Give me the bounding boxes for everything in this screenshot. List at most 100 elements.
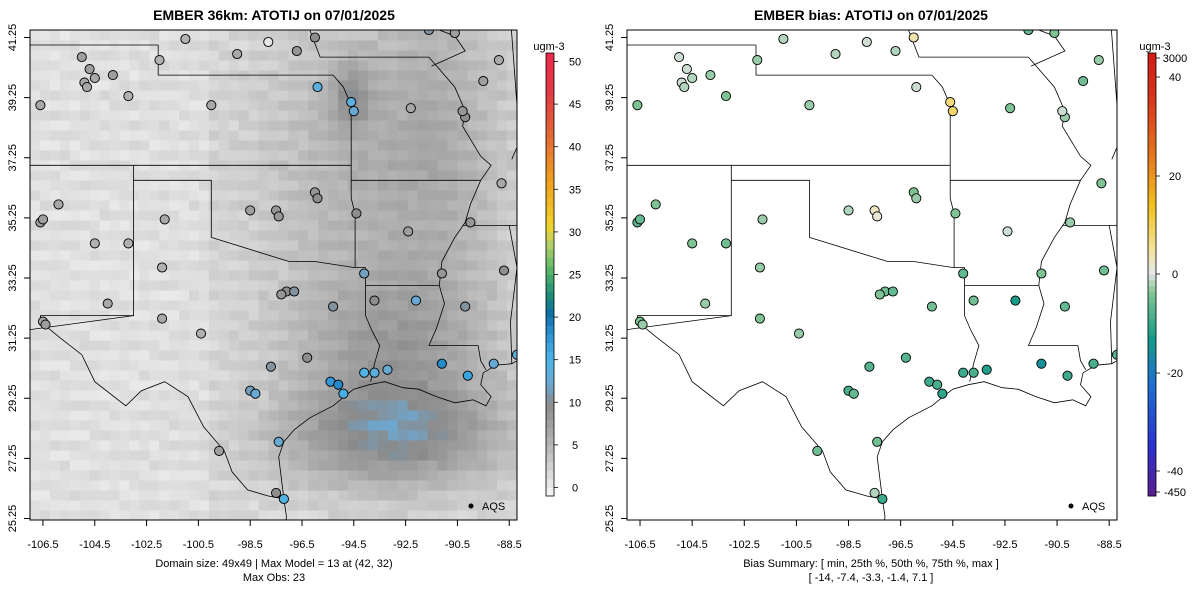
grid-cell [129,430,140,441]
grid-cell [268,260,279,271]
grid-cell [467,50,478,61]
grid-cell [467,460,478,471]
grid-cell [139,360,150,371]
grid-cell [427,150,438,161]
grid-cell [189,490,200,501]
grid-cell [377,510,389,520]
grid-cell [199,240,210,251]
grid-cell [318,320,329,331]
grid-cell [338,300,349,311]
grid-cell [437,310,448,321]
grid-cell [447,270,458,281]
grid-cell [149,110,160,121]
grid-cell [467,70,478,81]
grid-cell [407,350,419,361]
grid-cell [69,140,81,151]
grid-cell [288,360,299,371]
grid-cell [367,140,379,151]
grid-cell [457,320,468,331]
grid-cell [397,110,409,121]
grid-cell [477,510,488,520]
grid-cell [377,440,389,451]
colorbar-swatch [546,61,554,71]
grid-cell [218,270,230,281]
grid-cell [308,260,319,271]
site-marker [271,487,282,498]
boundary-line [1028,180,1081,346]
grid-cell [288,80,299,91]
grid-cell [179,470,190,481]
colorbar-swatch [1148,335,1156,342]
grid-cell [467,320,478,331]
grid-cell [39,500,51,511]
grid-cell [417,300,428,311]
grid-cell [169,420,180,431]
grid-cell [268,200,279,211]
grid-cell [497,200,508,211]
grid-cell [427,130,438,141]
grid-cell [338,120,349,131]
colorbar-swatch [1148,235,1156,242]
colorbar-swatch [1148,53,1156,59]
grid-cell [447,290,458,301]
grid-cell [59,430,71,441]
grid-cell [477,490,488,501]
site-marker [926,301,937,312]
grid-cell [199,490,210,501]
grid-cell [238,400,250,411]
grid-cell [189,300,200,311]
grid-cell [30,270,41,281]
grid-cell [258,380,269,391]
colorbar-swatch [546,317,554,326]
grid-cell [79,360,91,371]
grid-cell [467,380,478,391]
grid-cell [99,360,110,371]
site-marker [423,30,434,36]
grid-cell [308,200,319,211]
grid-cell [89,170,100,181]
boundary-line [627,315,732,331]
grid-cell [268,110,279,121]
grid-cell [407,110,419,121]
grid-cell [358,30,369,41]
grid-cell [507,490,517,501]
grid-cell [427,320,438,331]
grid-cell [199,420,210,431]
grid-cell [407,470,419,481]
grid-cell [487,310,498,321]
grid-cell [367,110,379,121]
grid-cell [497,100,508,111]
grid-cell [268,100,279,111]
grid-cell [159,500,170,511]
grid-cell [159,340,170,351]
grid-cell [377,190,389,201]
grid-cell [427,70,438,81]
grid-cell [218,490,230,501]
grid-cell [248,460,260,471]
grid-cell [129,250,140,261]
grid-cell [367,240,379,251]
grid-cell [199,300,210,311]
grid-cell [377,170,389,181]
grid-cell [30,70,41,81]
grid-cell [99,130,110,141]
grid-cell [248,220,260,231]
grid-cell [159,40,170,51]
grid-cell [218,190,230,201]
site-marker [493,55,504,66]
grid-cell [119,450,130,461]
grid-cell [129,100,140,111]
grid-cell [338,470,349,481]
grid-cell [89,480,100,491]
grid-cell [169,380,180,391]
grid-cell [159,480,170,491]
grid-cell [99,260,110,271]
grid-cell [377,300,389,311]
grid-cell [288,280,299,291]
grid-cell [228,350,240,361]
grid-cell [149,100,160,111]
grid-cell [99,210,110,221]
colorbar-swatch [1148,224,1156,231]
grid-cell [149,480,160,491]
grid-cell [189,360,200,371]
